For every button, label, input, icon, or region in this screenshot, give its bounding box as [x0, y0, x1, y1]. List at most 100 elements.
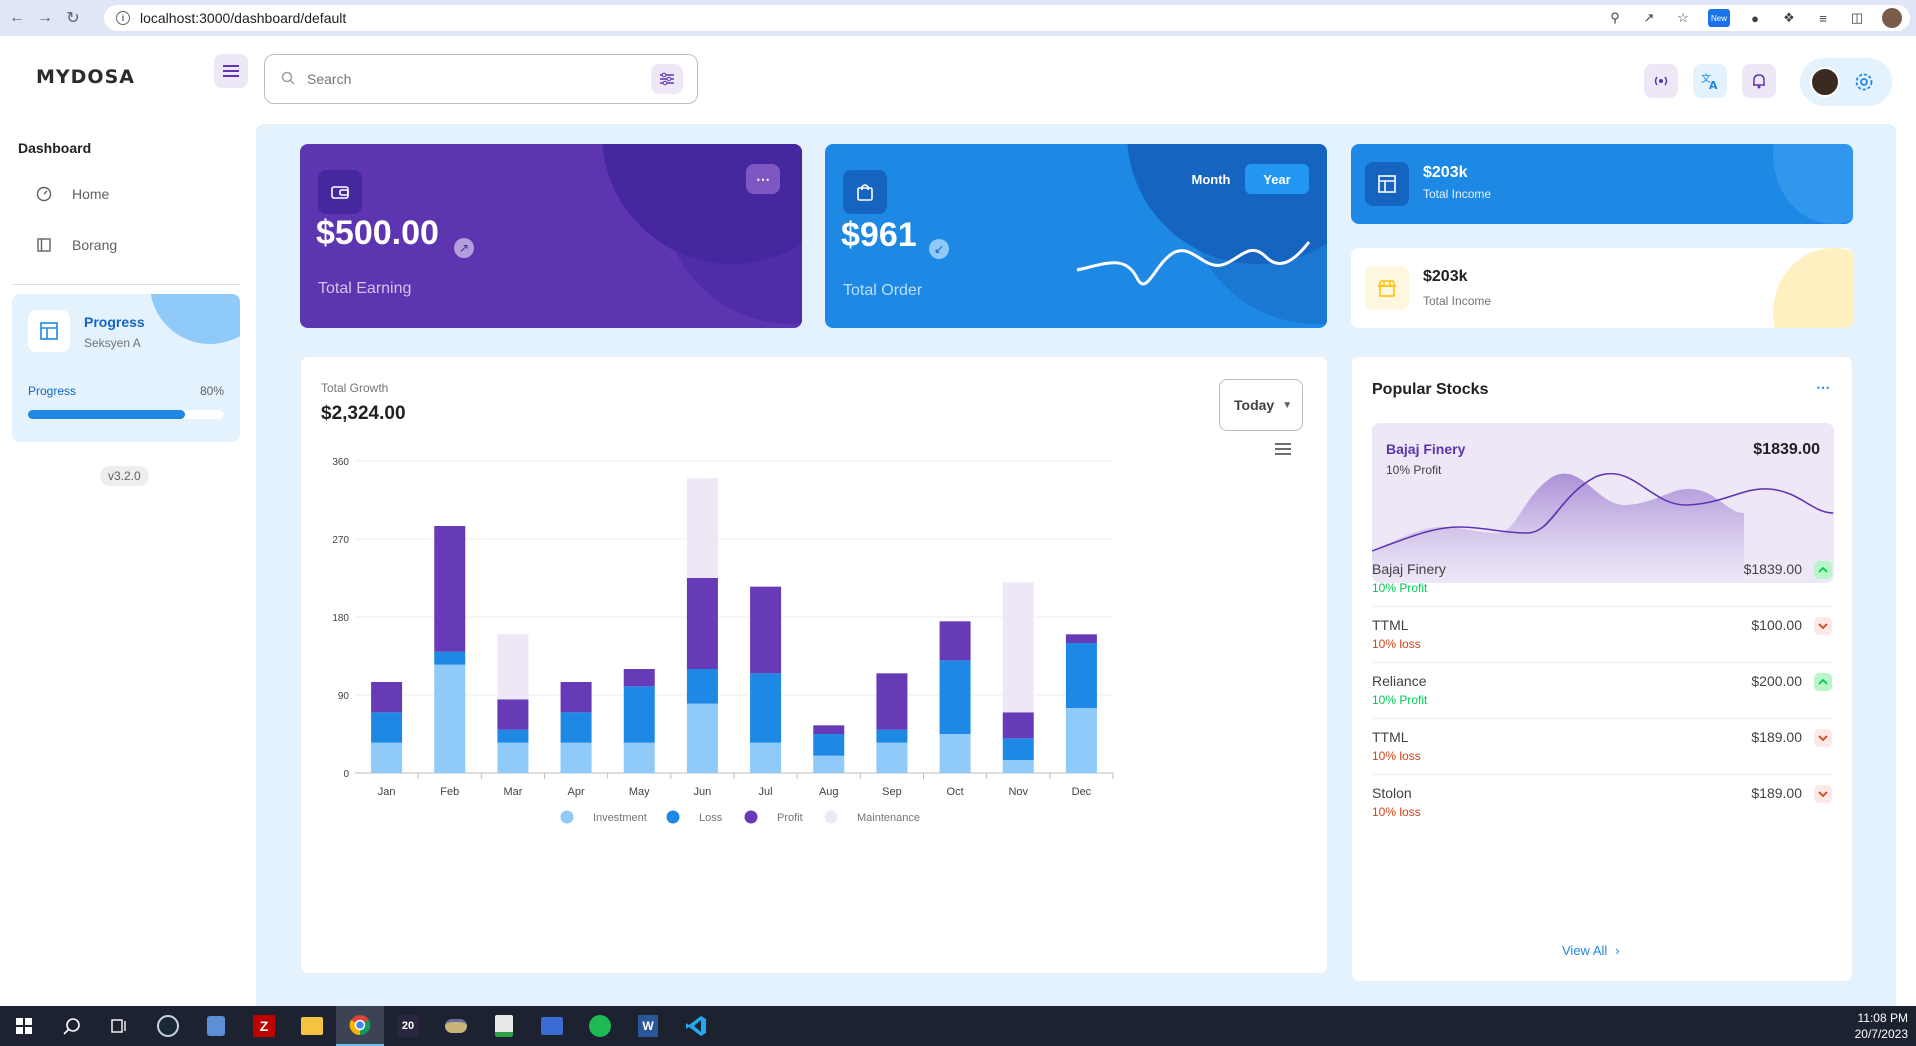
- decorative-circle: [602, 144, 802, 264]
- file-explorer-icon[interactable]: [288, 1006, 336, 1046]
- bar-segment-loss: [750, 673, 782, 743]
- chart-menu-icon[interactable]: [1275, 443, 1291, 458]
- chrome-icon[interactable]: [336, 1006, 384, 1046]
- view-all-button[interactable]: View All ›: [1562, 943, 1620, 958]
- map-pin-icon[interactable]: ●: [1751, 10, 1759, 26]
- stock-row[interactable]: Stolon $189.00 10% loss: [1372, 775, 1834, 831]
- y-tick-label: 0: [343, 769, 349, 780]
- live-customize-button[interactable]: [1644, 64, 1678, 98]
- bar-segment-investment: [497, 742, 529, 773]
- total-earning-card: ⋯ $500.00 ↗ Total Earning: [300, 144, 802, 328]
- y-tick-label: 90: [338, 691, 350, 702]
- stock-note: 10% loss: [1372, 805, 1421, 819]
- browser-profile-avatar[interactable]: [1882, 8, 1902, 28]
- stock-name: TTML: [1372, 729, 1409, 745]
- word-icon[interactable]: W: [624, 1006, 672, 1046]
- bar-segment-loss: [939, 660, 971, 734]
- profile-menu[interactable]: [1800, 58, 1892, 106]
- windows-start-icon[interactable]: [0, 1006, 48, 1046]
- progress-card: Progress Seksyen A Progress 80%: [12, 294, 240, 442]
- sliders-icon: [660, 72, 674, 86]
- bar-segment-loss: [560, 712, 592, 743]
- system-clock[interactable]: 11:08 PM 20/7/2023: [1855, 1010, 1908, 1042]
- shopping-bag-icon: [843, 170, 887, 214]
- extension-new-icon[interactable]: New: [1708, 9, 1730, 27]
- bar-segment-investment: [813, 755, 845, 773]
- x-tick-label: Jun: [694, 786, 712, 798]
- reload-icon[interactable]: ↻: [66, 10, 80, 27]
- stock-row[interactable]: Reliance $200.00 10% Profit: [1372, 663, 1834, 719]
- month-toggle-button[interactable]: Month: [1191, 171, 1231, 187]
- bar-segment-profit: [371, 682, 403, 713]
- vpn-lock-icon[interactable]: [192, 1006, 240, 1046]
- stock-row[interactable]: Bajaj Finery $1839.00 10% Profit: [1372, 551, 1834, 607]
- arrow-down-left-icon: ↙: [929, 239, 949, 259]
- progress-bar: [28, 410, 224, 419]
- x-tick-label: Mar: [503, 786, 522, 798]
- total-order-card: Month Year $961 ↙ Total Order: [825, 144, 1327, 328]
- growth-value: $2,324.00: [321, 403, 406, 424]
- steam-icon[interactable]: [144, 1006, 192, 1046]
- x-tick-label: Jan: [378, 786, 396, 798]
- stock-row[interactable]: TTML $100.00 10% loss: [1372, 607, 1834, 663]
- filter-button[interactable]: [651, 64, 683, 94]
- forward-icon[interactable]: →: [37, 9, 53, 26]
- hamburger-icon: [223, 65, 239, 77]
- progress-label: Progress: [28, 384, 77, 398]
- back-icon[interactable]: ←: [9, 9, 25, 26]
- sidebar-item-home[interactable]: Home: [36, 180, 109, 208]
- site-info-icon[interactable]: i: [116, 11, 130, 25]
- stock-name: Stolon: [1372, 785, 1412, 801]
- more-options-button[interactable]: ⋯: [746, 164, 780, 194]
- key-icon[interactable]: ⚲: [1610, 10, 1620, 25]
- growth-label: Total Growth: [321, 381, 389, 395]
- reading-list-icon[interactable]: ≡: [1819, 10, 1827, 26]
- bar-segment-profit: [750, 586, 782, 674]
- period-select[interactable]: Today ▼: [1219, 379, 1303, 431]
- app-badge-icon[interactable]: 20: [384, 1006, 432, 1046]
- star-icon[interactable]: ☆: [1677, 10, 1689, 25]
- puzzle-icon[interactable]: ❖: [1783, 10, 1795, 25]
- remote-desktop-icon[interactable]: [528, 1006, 576, 1046]
- more-options-icon[interactable]: ⋯: [1816, 379, 1830, 395]
- legend-marker: [824, 810, 838, 824]
- bar-segment-loss: [686, 669, 718, 704]
- storefront-icon: [1365, 266, 1409, 310]
- stock-value: $189.00: [1751, 785, 1802, 801]
- bar-segment-profit: [686, 578, 718, 669]
- bar-segment-profit: [876, 673, 908, 730]
- x-tick-label: Nov: [1008, 786, 1028, 798]
- bar-segment-profit: [1065, 634, 1097, 643]
- side-panel-icon[interactable]: ◫: [1850, 10, 1864, 25]
- app-logo[interactable]: MYDOSA: [36, 66, 135, 88]
- sheet-app-icon[interactable]: [480, 1006, 528, 1046]
- bar-segment-loss: [497, 729, 529, 743]
- arrow-up-right-icon: ↗: [454, 238, 474, 258]
- search-icon[interactable]: [48, 1006, 96, 1046]
- bar-segment-investment: [371, 742, 403, 773]
- task-view-icon[interactable]: [96, 1006, 144, 1046]
- notifications-button[interactable]: [1742, 64, 1776, 98]
- filezilla-icon[interactable]: Z: [240, 1006, 288, 1046]
- bar-segment-loss: [813, 734, 845, 756]
- sidebar-divider: [12, 284, 240, 285]
- spotify-icon[interactable]: [576, 1006, 624, 1046]
- legend-marker: [744, 810, 758, 824]
- browser-actions: ⚲ ↗ ☆ New ● ❖ ≡ ◫: [1606, 8, 1902, 28]
- featured-stock-panel: Bajaj Finery 10% Profit $1839.00: [1372, 423, 1834, 583]
- address-bar[interactable]: i localhost:3000/dashboard/default: [104, 5, 1910, 31]
- bar-segment-investment: [1002, 760, 1034, 773]
- stock-row[interactable]: TTML $189.00 10% loss: [1372, 719, 1834, 775]
- search-input[interactable]: [307, 71, 627, 87]
- sidebar-item-borang[interactable]: Borang: [36, 231, 117, 259]
- vscode-icon[interactable]: [672, 1006, 720, 1046]
- stock-name: TTML: [1372, 617, 1409, 633]
- user-avatar[interactable]: [1810, 67, 1840, 97]
- share-icon[interactable]: ↗: [1643, 10, 1655, 25]
- bar-segment-profit: [497, 699, 529, 730]
- menu-toggle-button[interactable]: [214, 54, 248, 88]
- year-toggle-button[interactable]: Year: [1245, 164, 1309, 194]
- order-sparkline: [1076, 241, 1311, 286]
- postman-like-icon[interactable]: [432, 1006, 480, 1046]
